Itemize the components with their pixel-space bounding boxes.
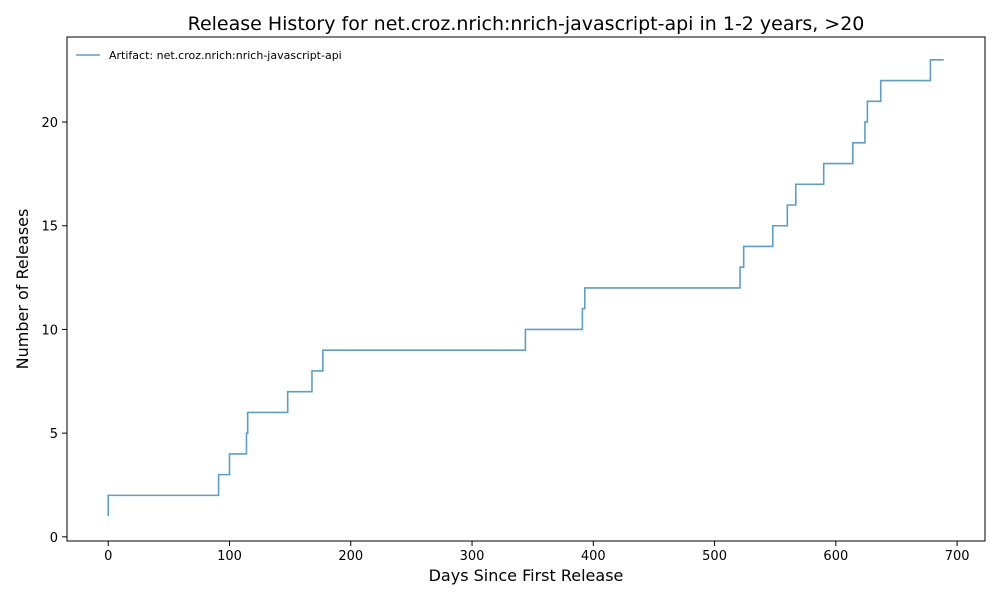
y-axis: 0 5 10 15 20 [41, 116, 67, 546]
y-tick-label: 15 [41, 220, 58, 235]
x-tick-label: 400 [581, 549, 606, 564]
series-layer [107, 59, 944, 517]
y-tick-label: 20 [41, 116, 58, 131]
legend: Artifact: net.croz.nrich:nrich-javascrip… [76, 49, 342, 62]
chart-title: Release History for net.croz.nrich:nrich… [188, 13, 865, 35]
x-tick-label: 100 [217, 549, 242, 564]
y-tick-label: 10 [41, 323, 58, 338]
x-tick-label: 700 [945, 549, 970, 564]
x-tick-label: 300 [460, 549, 485, 564]
x-tick-label: 200 [338, 549, 363, 564]
plot-frame [66, 36, 986, 542]
y-axis-title: Number of Releases [13, 209, 32, 370]
x-tick-label: 500 [702, 549, 727, 564]
plot-area: 0 100 200 300 400 500 600 700 0 5 10 15 20 [41, 36, 986, 564]
x-axis-title: Days Since First Release [429, 566, 624, 585]
release-step-line [107, 59, 944, 517]
y-tick-label: 5 [50, 427, 58, 442]
y-tick-label: 0 [50, 531, 58, 546]
x-tick-label: 600 [823, 549, 848, 564]
x-axis: 0 100 200 300 400 500 600 700 [104, 541, 970, 564]
legend-label: Artifact: net.croz.nrich:nrich-javascrip… [109, 49, 342, 62]
x-tick-label: 0 [104, 549, 112, 564]
